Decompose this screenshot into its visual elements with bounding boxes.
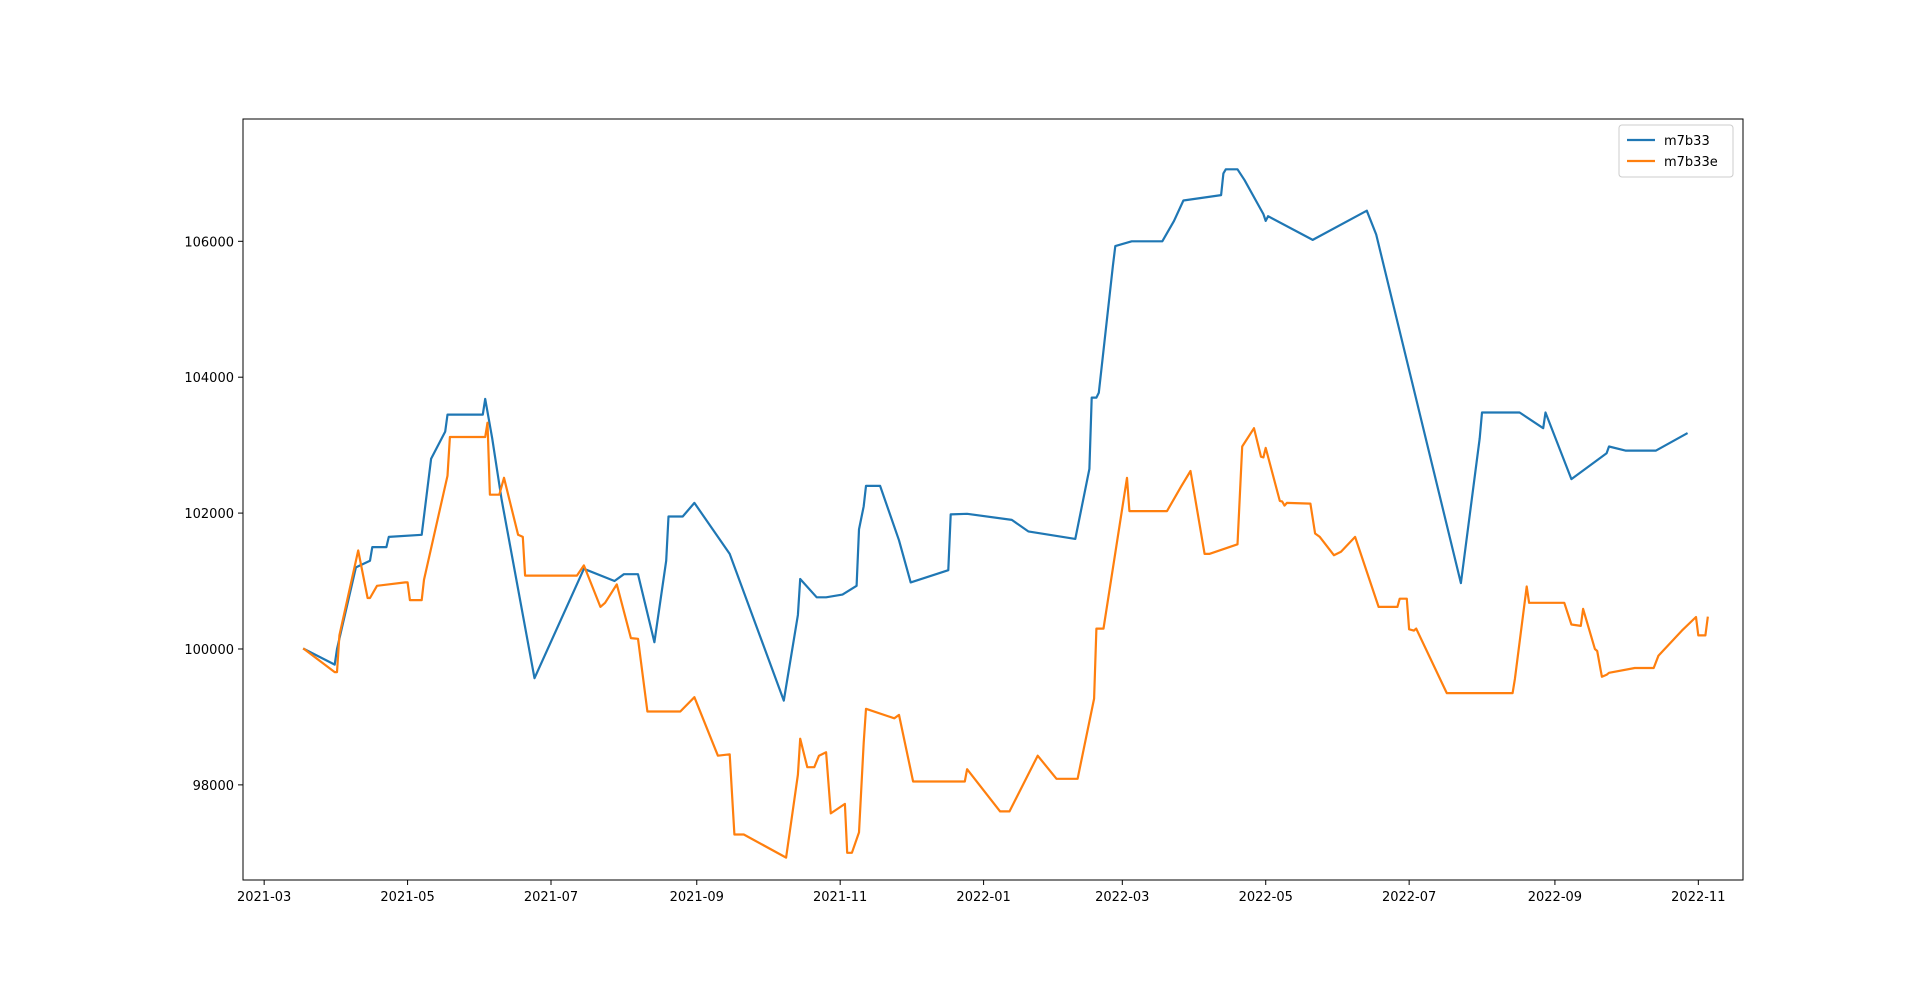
series-line-m7b33e [302,421,1709,859]
x-axis: 2021-03 2021-05 2021-07 2021-09 2021-11 2022-… [237,880,1725,905]
series-line-m7b33 [302,168,1689,702]
x-tick-label: 2021-03 [237,890,291,905]
x-tick-label: 2021-07 [524,890,578,905]
legend-label: m7b33e [1664,155,1718,170]
x-tick-label: 2021-09 [670,890,724,905]
x-tick-label: 2022-01 [956,890,1010,905]
x-tick-label: 2021-11 [813,890,867,905]
legend: m7b33 m7b33e [1618,124,1734,178]
x-tick-label: 2022-11 [1671,890,1725,905]
y-tick-label: 98000 [193,779,234,794]
legend-label: m7b33 [1664,134,1710,149]
y-tick-label: 100000 [184,643,234,658]
x-tick-label: 2022-03 [1095,890,1149,905]
x-tick-label: 2022-05 [1239,890,1293,905]
legend-box [1618,124,1734,178]
y-axis: 98000 100000 102000 104000 106000 [184,235,243,794]
series-layer [302,168,1709,859]
x-tick-label: 2022-09 [1528,890,1582,905]
y-tick-label: 102000 [184,507,234,522]
x-tick-label: 2022-07 [1382,890,1436,905]
y-tick-label: 104000 [184,371,234,386]
x-tick-label: 2021-05 [380,890,434,905]
plot-frame [242,118,1744,881]
y-tick-label: 106000 [184,235,234,250]
